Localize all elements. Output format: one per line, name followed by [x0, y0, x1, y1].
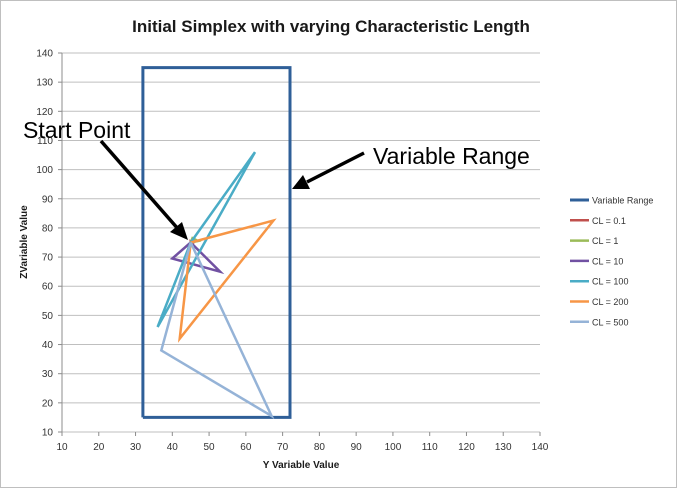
x-tick-label: 10: [56, 442, 68, 453]
legend-item: CL = 200: [570, 297, 628, 307]
start-point-arrow-head: [170, 222, 188, 240]
x-tick-label: 60: [240, 442, 252, 453]
x-tick-label: 50: [204, 442, 216, 453]
start-point-arrow-shaft: [99, 139, 181, 232]
y-tick-label: 130: [36, 78, 53, 89]
x-tick-label: 20: [93, 442, 105, 453]
x-tick-labels: 10 20 30 40 50 60 70 80 90 100 110 120 130 140: [56, 442, 548, 453]
y-tick-labels: 10 20 30 40 50 60 70 80 90 100 110 120 130 140: [36, 49, 53, 439]
x-tick-label: 100: [385, 442, 402, 453]
legend: Variable Range CL = 0.1 CL = 1 CL = 10 CL = …: [570, 196, 653, 327]
variable-range-arrow-shaft: [306, 151, 365, 184]
x-tick-label: 130: [495, 442, 512, 453]
y-tick-label: 40: [42, 340, 54, 351]
y-axis-label: ZVariable Value: [19, 205, 30, 279]
y-tick-label: 30: [42, 369, 54, 380]
x-tick-label: 140: [532, 442, 549, 453]
series-line-variable-range: [141, 66, 292, 419]
x-tick-label: 70: [277, 442, 289, 453]
legend-item: CL = 100: [570, 277, 628, 287]
x-axis-label: Y Variable Value: [263, 460, 340, 471]
y-tick-label: 60: [42, 282, 54, 293]
y-tick-label: 100: [36, 165, 53, 176]
start-point-label: Start Point: [23, 117, 131, 143]
start-point-annotation: Start Point: [23, 117, 188, 240]
legend-label: CL = 10: [592, 256, 623, 266]
legend-item: Variable Range: [570, 196, 653, 206]
legend-label: CL = 500: [592, 317, 628, 327]
y-tick-label: 110: [37, 136, 53, 147]
series-line-cl-10: [169, 241, 225, 275]
legend-label: CL = 200: [592, 297, 628, 307]
variable-range-annotation: Variable Range: [292, 143, 530, 189]
y-tick-label: 80: [42, 223, 54, 234]
series-line-cl-200: [177, 218, 277, 343]
legend-label: CL = 100: [592, 277, 628, 287]
x-tick-label: 110: [422, 442, 438, 453]
series-line-cl-500: [159, 241, 275, 420]
y-tick-label: 120: [36, 107, 53, 118]
y-tick-label: 140: [36, 49, 53, 60]
legend-label: CL = 1: [592, 236, 618, 246]
variable-range-arrow-head: [292, 175, 310, 189]
legend-item: CL = 0.1: [570, 216, 626, 226]
x-tick-label: 90: [351, 442, 363, 453]
chart-title: Initial Simplex with varying Characteris…: [132, 17, 530, 36]
legend-label: CL = 0.1: [592, 216, 626, 226]
y-tick-label: 50: [42, 311, 54, 322]
gridlines: [58, 52, 541, 436]
x-tick-label: 80: [314, 442, 326, 453]
legend-item: CL = 1: [570, 236, 618, 246]
legend-label: Variable Range: [592, 196, 653, 206]
legend-item: CL = 10: [570, 256, 623, 266]
y-tick-label: 70: [42, 253, 54, 264]
y-tick-label: 90: [42, 194, 54, 205]
legend-item: CL = 500: [570, 317, 628, 327]
series-group: [141, 66, 292, 420]
x-tick-label: 30: [130, 442, 142, 453]
x-tick-label: 120: [458, 442, 475, 453]
y-tick-label: 10: [42, 428, 54, 439]
y-tick-label: 20: [42, 398, 54, 409]
variable-range-label: Variable Range: [373, 143, 530, 169]
x-tick-label: 40: [167, 442, 179, 453]
